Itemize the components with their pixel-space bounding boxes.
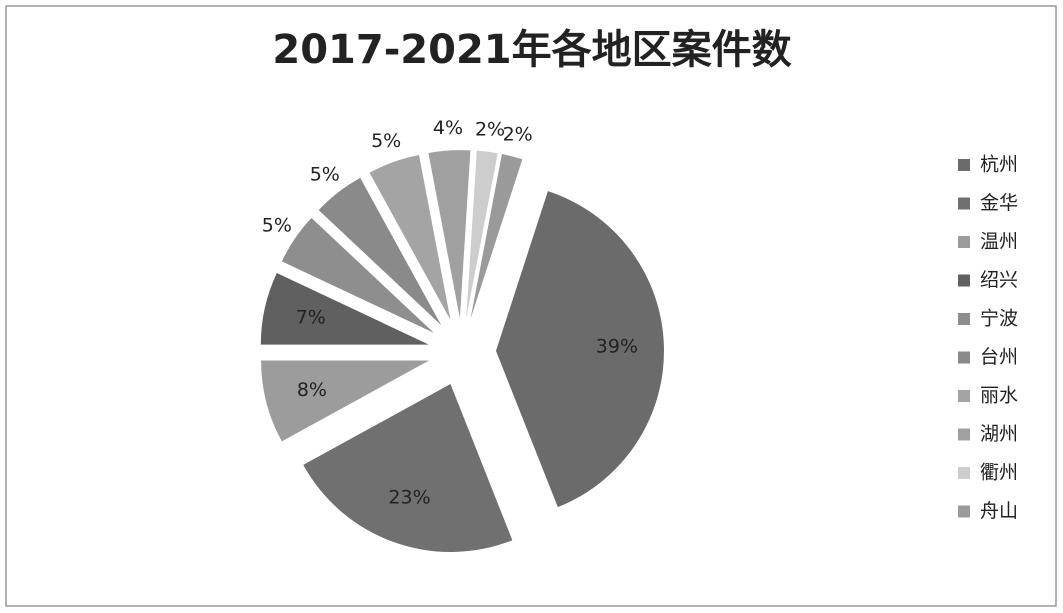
legend-swatch [958, 197, 970, 210]
legend-label: 绍兴 [980, 269, 1018, 291]
data-label: 5% [310, 164, 340, 186]
pie-slice [303, 383, 513, 552]
data-label: 2% [475, 118, 505, 140]
pie-slice [318, 177, 442, 326]
pie-slice [428, 150, 471, 319]
legend-label: 湖州 [980, 423, 1018, 445]
legend-label: 台州 [980, 346, 1018, 368]
pie-slice [466, 150, 498, 319]
data-label: 2% [503, 124, 533, 146]
data-label: 4% [433, 117, 463, 139]
pie-slice [470, 154, 523, 320]
data-label: 8% [297, 379, 327, 401]
legend-swatch [958, 428, 970, 441]
data-label: 23% [388, 486, 430, 508]
legend-label: 衢州 [980, 462, 1018, 484]
pie-slice [261, 360, 430, 442]
data-label: 5% [371, 130, 401, 152]
pie-slice [495, 191, 664, 508]
data-label: 7% [296, 307, 326, 329]
legend-label: 温州 [980, 231, 1018, 253]
legend-swatch [958, 505, 970, 518]
legend-label: 宁波 [980, 308, 1018, 330]
legend-swatch [958, 351, 970, 364]
legend-swatch [958, 274, 970, 287]
data-label: 5% [262, 215, 292, 237]
pie-slice [369, 154, 451, 321]
data-label: 39% [596, 336, 638, 358]
pie-slice [281, 217, 434, 333]
legend-swatch [958, 390, 970, 402]
legend-label: 杭州 [980, 154, 1018, 176]
pie-slice [260, 273, 429, 345]
legend-swatch [958, 159, 970, 171]
legend-label: 舟山 [980, 500, 1018, 522]
legend-swatch [958, 313, 970, 325]
legend-swatch [958, 236, 970, 248]
legend-label: 金华 [980, 192, 1018, 214]
legend-label: 丽水 [980, 385, 1018, 407]
chart-title: 2017-2021年各地区案件数 [272, 27, 791, 73]
legend-swatch [958, 467, 970, 479]
